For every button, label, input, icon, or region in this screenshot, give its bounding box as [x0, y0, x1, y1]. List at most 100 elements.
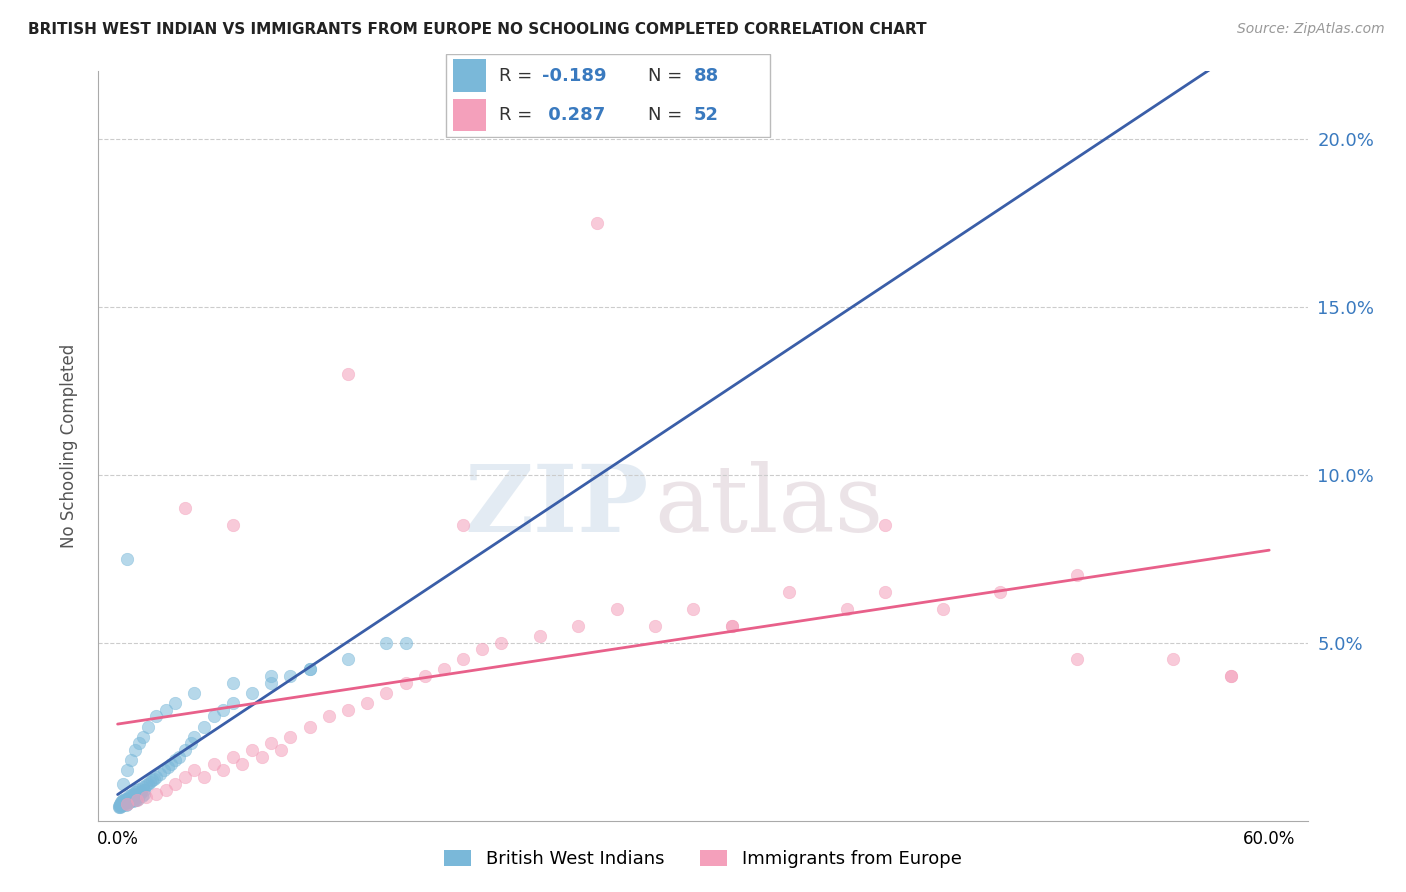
Point	[173, 770, 195, 784]
Y-axis label: No Schooling Completed: No Schooling Completed	[59, 344, 77, 548]
Point	[375, 635, 398, 649]
Point	[202, 756, 225, 771]
Point	[778, 585, 800, 599]
Text: Source: ZipAtlas.com: Source: ZipAtlas.com	[1237, 22, 1385, 37]
Point	[720, 619, 742, 633]
Point	[222, 696, 245, 710]
Point	[131, 780, 153, 794]
Point	[932, 602, 955, 616]
Point	[160, 756, 183, 771]
Point	[155, 783, 177, 797]
Point	[167, 749, 190, 764]
Point	[127, 792, 149, 806]
Point	[127, 787, 149, 801]
Point	[112, 793, 135, 807]
Point	[567, 619, 589, 633]
Point	[875, 585, 897, 599]
Point	[152, 763, 174, 777]
Point	[110, 798, 132, 813]
Point	[260, 676, 283, 690]
Point	[128, 736, 150, 750]
Text: R =: R =	[499, 106, 538, 124]
Point	[260, 736, 283, 750]
Point	[471, 642, 494, 657]
Point	[128, 781, 150, 796]
Point	[586, 216, 609, 230]
Point	[156, 760, 179, 774]
Point	[143, 772, 166, 786]
Point	[117, 790, 139, 805]
Point	[165, 753, 187, 767]
Point	[336, 652, 359, 666]
Point	[155, 703, 177, 717]
Text: ZIP: ZIP	[464, 461, 648, 551]
Point	[122, 792, 145, 806]
Point	[356, 696, 378, 710]
Text: 88: 88	[695, 67, 720, 85]
Point	[222, 749, 245, 764]
Point	[125, 783, 148, 797]
Point	[835, 602, 858, 616]
Point	[115, 795, 138, 809]
Point	[180, 736, 202, 750]
Text: N =: N =	[648, 67, 688, 85]
Point	[451, 652, 474, 666]
Point	[122, 789, 145, 804]
Point	[125, 793, 148, 807]
Point	[134, 783, 156, 797]
Point	[529, 629, 551, 643]
Point	[173, 743, 195, 757]
Point	[720, 619, 742, 633]
Point	[120, 789, 142, 803]
Point	[270, 743, 292, 757]
Point	[222, 518, 245, 533]
Point	[114, 792, 136, 806]
Point	[280, 669, 302, 683]
Point	[451, 518, 474, 533]
Point	[318, 709, 340, 723]
Text: BRITISH WEST INDIAN VS IMMIGRANTS FROM EUROPE NO SCHOOLING COMPLETED CORRELATION: BRITISH WEST INDIAN VS IMMIGRANTS FROM E…	[28, 22, 927, 37]
Point	[298, 662, 321, 676]
Point	[124, 785, 146, 799]
FancyBboxPatch shape	[446, 54, 770, 137]
Point	[193, 720, 215, 734]
Point	[183, 686, 205, 700]
Point	[108, 798, 131, 813]
Point	[202, 709, 225, 723]
Point	[491, 635, 513, 649]
Point	[122, 787, 145, 801]
Point	[117, 793, 139, 807]
Point	[114, 797, 136, 812]
FancyBboxPatch shape	[453, 99, 486, 131]
Point	[110, 795, 132, 809]
Point	[115, 792, 138, 806]
Point	[875, 518, 897, 533]
Point	[118, 795, 141, 809]
Point	[121, 794, 143, 808]
Point	[183, 763, 205, 777]
Text: atlas: atlas	[655, 461, 884, 551]
Point	[118, 789, 141, 804]
Point	[1066, 568, 1088, 582]
Point	[231, 756, 253, 771]
Point	[120, 793, 142, 807]
Point	[111, 797, 134, 812]
Point	[128, 788, 150, 802]
Point	[139, 775, 162, 789]
Point	[260, 669, 283, 683]
Point	[193, 770, 215, 784]
Point	[280, 730, 302, 744]
Point	[127, 790, 149, 805]
Point	[173, 501, 195, 516]
Point	[132, 787, 155, 801]
Point	[115, 794, 138, 808]
Point	[124, 743, 146, 757]
Point	[240, 686, 263, 700]
Point	[115, 797, 138, 811]
Point	[145, 787, 167, 801]
Point	[375, 686, 398, 700]
Point	[413, 669, 436, 683]
Point	[250, 749, 273, 764]
Point	[240, 743, 263, 757]
Point	[120, 753, 142, 767]
